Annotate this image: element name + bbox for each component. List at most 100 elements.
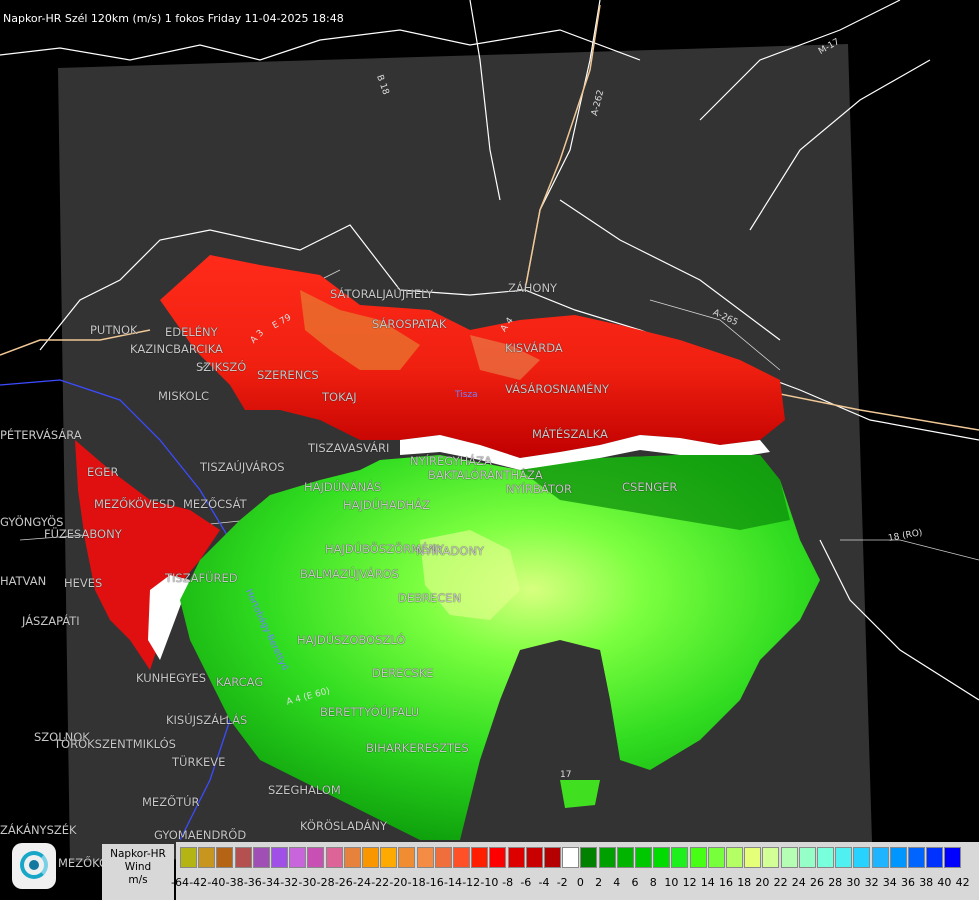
- city-label: MEZŐKÖVESD: [94, 497, 176, 511]
- city-label: ZÁKÁNYSZÉK: [0, 823, 77, 837]
- legend-swatch: [744, 847, 762, 868]
- legend-swatch: [471, 847, 489, 868]
- legend-tick-label: -26: [334, 876, 353, 889]
- city-label: KISÚJSZÁLLÁS: [166, 713, 248, 727]
- legend-tick-label: -24: [353, 876, 371, 889]
- city-label: EDELÉNY: [165, 325, 218, 339]
- city-label: SZEGHALOM: [268, 783, 341, 797]
- legend-swatch: [726, 847, 743, 868]
- city-label: HAJDÚSZOBOSZLÓ: [297, 633, 406, 647]
- legend-tick-label: 40: [937, 876, 952, 889]
- legend-tick-label: 32: [864, 876, 879, 889]
- legend-tick-label: -22: [371, 876, 390, 889]
- legend-swatch: [889, 847, 907, 868]
- legend-tick-label: 10: [664, 876, 679, 889]
- legend-tick-label: 34: [882, 876, 897, 889]
- legend-tick-label: 16: [719, 876, 733, 889]
- legend-tick-label: 42: [955, 876, 970, 889]
- legend-swatch: [507, 847, 525, 868]
- legend-swatch: [871, 847, 889, 868]
- legend-swatch: [798, 847, 816, 868]
- city-label: SÁROSPATAK: [372, 317, 447, 331]
- legend-tick-label: 20: [755, 876, 770, 889]
- legend-tick-label: 22: [773, 876, 788, 889]
- city-label: SÁTORALJAÚJHELY: [330, 287, 434, 301]
- city-label: SZIKSZÓ: [196, 360, 247, 374]
- legend-swatch: [271, 847, 288, 868]
- legend-swatch: [434, 847, 452, 868]
- city-label: TISZAVASVÁRI: [308, 441, 390, 455]
- city-label: HAJDÚNÁNÁS: [304, 480, 382, 494]
- legend-tick-label: -18: [407, 876, 426, 889]
- city-label: PUTNOK: [90, 323, 138, 337]
- legend-swatch: [453, 847, 470, 868]
- legend-tick-label: -32: [280, 876, 299, 889]
- city-label: NYÍREGYHÁZA: [410, 454, 492, 468]
- legend-swatch: [580, 847, 598, 868]
- legend-tick-label: 14: [700, 876, 715, 889]
- legend-swatch: [671, 847, 689, 868]
- city-label: MÁTÉSZALKA: [532, 427, 608, 441]
- city-label: BERETTYÓÚJFALU: [320, 705, 420, 719]
- city-label: MEZŐCSÁT: [183, 497, 247, 511]
- city-label: DEBRECEN: [398, 591, 462, 605]
- orange-echo-patch: [300, 290, 420, 370]
- light-green-core: [420, 530, 520, 620]
- legend-swatch: [835, 847, 853, 868]
- zero-wind-band: [148, 575, 190, 660]
- legend-tick-label: -42: [189, 876, 208, 889]
- legend-swatch: [489, 847, 507, 868]
- city-label: NYÍRADONY: [416, 544, 484, 558]
- legend-tick-label: -4: [538, 876, 550, 889]
- legend-tick-label: 2: [595, 876, 603, 889]
- legend-swatch: [853, 847, 871, 868]
- city-label: MEZŐTÚR: [142, 795, 200, 809]
- legend-tick-label: 12: [682, 876, 697, 889]
- legend-tick-label: 26: [810, 876, 824, 889]
- city-label: HAJDÚBÖSZÖRMÉNY: [325, 542, 444, 556]
- city-label: KUNHEGYES: [136, 671, 207, 685]
- legend-tick-label: 24: [791, 876, 806, 889]
- legend-tick-label: 30: [846, 876, 861, 889]
- logo-ring-icon: [20, 851, 48, 879]
- map-title: Napkor-HR Szél 120km (m/s) 1 fokos Frida…: [3, 12, 344, 25]
- red-echo-region: [75, 440, 220, 670]
- river-label: Tisza: [455, 390, 478, 400]
- legend-tick-label: -30: [298, 876, 317, 889]
- dark-green-region: [520, 455, 790, 530]
- city-label: GYÖNGYÖS: [0, 515, 64, 529]
- legend-swatch: [780, 847, 798, 868]
- city-label: MISKOLC: [158, 389, 210, 403]
- legend-tick-label: -40: [207, 876, 226, 889]
- legend-tick-label: -14: [444, 876, 462, 889]
- legend-title-line1: Napkor-HR: [110, 848, 166, 860]
- legend-swatch: [562, 847, 580, 868]
- legend-tick-label: -12: [462, 876, 481, 889]
- city-label: HAJDÚHADHÁZ: [343, 498, 430, 512]
- legend-tick-label: 6: [631, 876, 639, 889]
- city-label: KISVÁRDA: [505, 341, 563, 355]
- city-label: BAKTALÓRÁNTHÁZA: [428, 468, 543, 482]
- legend-tick-label: -16: [425, 876, 444, 889]
- legend-tick-label: 4: [613, 876, 621, 889]
- legend-swatch: [944, 847, 962, 868]
- zero-wind-band: [400, 435, 770, 470]
- legend-unit: m/s: [128, 874, 148, 886]
- legend-tick-label: -20: [389, 876, 408, 889]
- clear-gap: [540, 650, 620, 770]
- legend-tick-label: -8: [502, 876, 514, 889]
- legend-tick-label: 36: [901, 876, 915, 889]
- legend-swatch: [216, 847, 234, 868]
- city-label: JÁSZAPÁTI: [22, 614, 80, 628]
- city-label: TISZAÚJVÁROS: [200, 460, 285, 474]
- legend-swatch: [762, 847, 780, 868]
- city-label: TÖRÖKSZENTMIKLÓS: [54, 737, 176, 751]
- legend-tick-label: -10: [480, 876, 499, 889]
- legend-swatch: [252, 847, 270, 868]
- legend-swatch: [525, 847, 543, 868]
- legend-tick-label: 8: [649, 876, 657, 889]
- legend-swatch: [234, 847, 252, 868]
- road-label: 17: [560, 770, 572, 780]
- city-label: HATVAN: [0, 574, 47, 588]
- city-label: BALMAZÚJVÁROS: [300, 567, 399, 581]
